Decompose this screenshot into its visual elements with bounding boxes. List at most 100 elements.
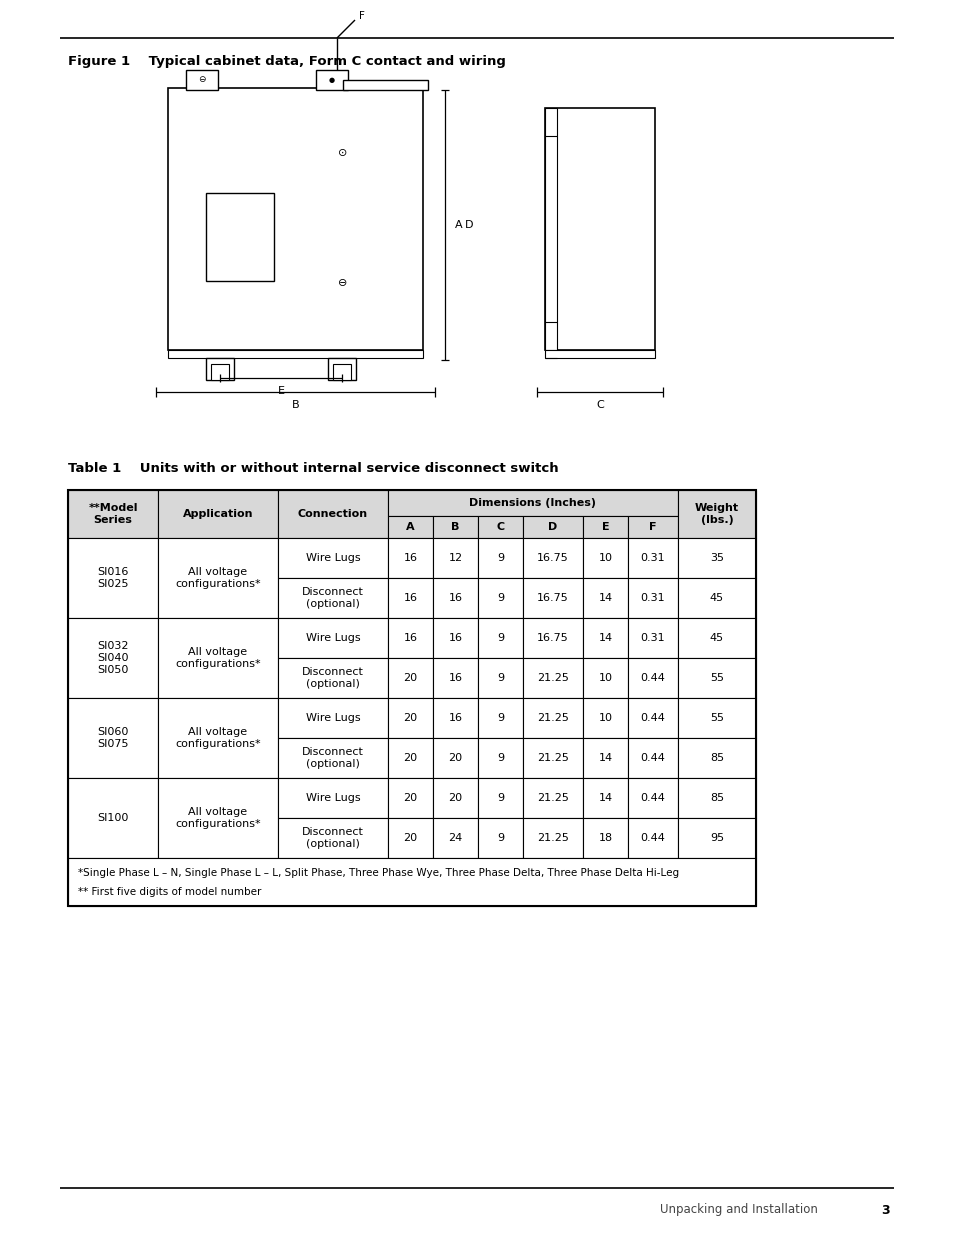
Text: 0.44: 0.44 — [639, 713, 665, 722]
Bar — [433, 778, 477, 818]
Bar — [68, 778, 158, 858]
Text: 9: 9 — [497, 593, 503, 603]
Bar — [433, 618, 477, 658]
Bar — [433, 739, 477, 778]
Bar — [582, 739, 627, 778]
Text: 20: 20 — [403, 753, 417, 763]
Text: 0.44: 0.44 — [639, 673, 665, 683]
Text: Wire Lugs: Wire Lugs — [305, 634, 360, 643]
Bar — [68, 698, 158, 778]
Text: 10: 10 — [598, 713, 612, 722]
Text: SI060
SI075: SI060 SI075 — [97, 727, 129, 750]
Text: F: F — [649, 522, 656, 532]
Text: 14: 14 — [598, 593, 612, 603]
Text: ⊙: ⊙ — [338, 148, 347, 158]
Bar — [678, 658, 755, 698]
Bar — [333, 364, 351, 380]
Bar — [433, 658, 477, 698]
Text: All voltage
configurations*: All voltage configurations* — [175, 567, 260, 589]
Text: 9: 9 — [497, 832, 503, 844]
Bar — [627, 739, 678, 778]
Bar — [678, 578, 755, 618]
Bar — [433, 578, 477, 618]
Text: 14: 14 — [598, 793, 612, 803]
Text: 16: 16 — [403, 553, 417, 563]
Bar — [158, 618, 277, 698]
Text: Unpacking and Installation: Unpacking and Installation — [659, 1203, 817, 1216]
Bar — [627, 818, 678, 858]
Bar — [158, 778, 277, 858]
Text: Wire Lugs: Wire Lugs — [305, 713, 360, 722]
Text: 20: 20 — [403, 713, 417, 722]
Bar — [388, 818, 433, 858]
Bar — [522, 778, 582, 818]
Text: 0.31: 0.31 — [640, 593, 664, 603]
Text: 14: 14 — [598, 634, 612, 643]
Text: ⊖: ⊖ — [338, 278, 347, 288]
Text: Disconnect
(optional): Disconnect (optional) — [302, 747, 363, 769]
Bar — [522, 618, 582, 658]
Bar — [277, 818, 388, 858]
Bar — [582, 538, 627, 578]
Bar — [522, 516, 582, 538]
Bar — [315, 70, 348, 90]
Bar — [627, 778, 678, 818]
Bar — [388, 739, 433, 778]
Bar — [678, 818, 755, 858]
Text: 16.75: 16.75 — [537, 634, 568, 643]
Text: 0.44: 0.44 — [639, 793, 665, 803]
Text: 9: 9 — [497, 713, 503, 722]
Bar — [186, 70, 218, 90]
Text: 24: 24 — [448, 832, 462, 844]
Bar — [388, 578, 433, 618]
Bar — [582, 818, 627, 858]
Text: 16: 16 — [403, 634, 417, 643]
Text: A: A — [455, 220, 462, 230]
Bar — [206, 358, 233, 380]
Bar — [68, 538, 158, 618]
Text: 35: 35 — [709, 553, 723, 563]
Bar — [522, 538, 582, 578]
Bar — [343, 80, 428, 90]
Text: 10: 10 — [598, 673, 612, 683]
Text: A: A — [406, 522, 415, 532]
Bar — [277, 538, 388, 578]
Bar — [211, 364, 229, 380]
Bar — [277, 698, 388, 739]
Text: 16.75: 16.75 — [537, 593, 568, 603]
Bar — [627, 516, 678, 538]
Text: D: D — [548, 522, 558, 532]
Text: Connection: Connection — [297, 509, 368, 519]
Bar — [158, 490, 277, 538]
Bar — [68, 618, 158, 698]
Bar — [277, 739, 388, 778]
Bar — [522, 658, 582, 698]
Text: **Model
Series: **Model Series — [89, 503, 137, 525]
Bar — [158, 698, 277, 778]
Bar — [522, 698, 582, 739]
Bar — [477, 618, 522, 658]
Text: 9: 9 — [497, 753, 503, 763]
Bar — [328, 358, 355, 380]
Bar — [277, 778, 388, 818]
Text: Figure 1    Typical cabinet data, Form C contact and wiring: Figure 1 Typical cabinet data, Form C co… — [68, 56, 505, 68]
Text: B: B — [451, 522, 459, 532]
Bar — [627, 658, 678, 698]
Text: 9: 9 — [497, 634, 503, 643]
Bar — [433, 818, 477, 858]
Text: 85: 85 — [709, 793, 723, 803]
Bar — [433, 538, 477, 578]
Text: Application: Application — [183, 509, 253, 519]
Text: 21.25: 21.25 — [537, 753, 568, 763]
Text: D: D — [464, 220, 473, 230]
Text: Wire Lugs: Wire Lugs — [305, 553, 360, 563]
Bar — [277, 618, 388, 658]
Bar — [544, 107, 655, 350]
Text: 18: 18 — [598, 832, 612, 844]
Text: 0.31: 0.31 — [640, 634, 664, 643]
Text: 20: 20 — [403, 832, 417, 844]
Text: C: C — [596, 400, 603, 410]
Text: 0.31: 0.31 — [640, 553, 664, 563]
Bar — [68, 858, 755, 906]
Bar — [277, 658, 388, 698]
